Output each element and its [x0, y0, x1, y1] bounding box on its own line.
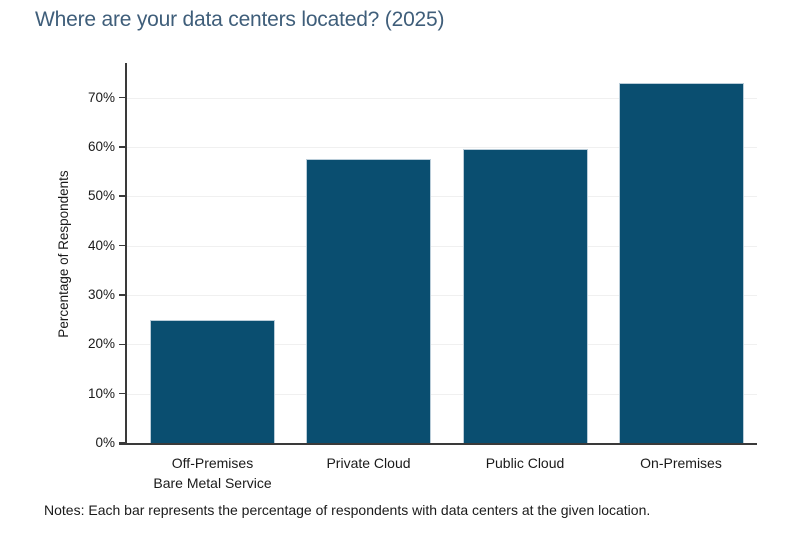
y-tick-label: 60% [87, 138, 115, 154]
gridline-60% [127, 146, 757, 148]
y-tick-label: 70% [87, 89, 115, 105]
y-tick-mark [119, 146, 125, 148]
bar-off-premises [150, 319, 275, 443]
gridline-20% [127, 344, 757, 346]
bar-private-cloud [306, 159, 431, 443]
x-tick-label: Public Cloud [485, 455, 565, 471]
y-tick-label: 30% [87, 286, 115, 302]
y-tick-mark [119, 294, 125, 296]
x-tick-label: On-Premises [640, 455, 722, 471]
gridline-50% [127, 196, 757, 198]
gridline-10% [127, 393, 757, 395]
y-tick-label: 40% [87, 237, 115, 253]
y-tick-mark [119, 392, 125, 395]
gridline-30% [127, 294, 757, 296]
y-tick-label: 0% [95, 435, 115, 450]
y-axis-line [125, 63, 127, 443]
plot-area: 0% 10% 20% 30% 40% 50% 60% 70% Off-Premises Bare… [88, 63, 757, 491]
y-tick-label: 10% [87, 385, 115, 401]
y-tick-mark [119, 96, 125, 99]
notes-text: Notes: Each bar represents the percentag… [44, 502, 651, 518]
bar-public-cloud [462, 149, 588, 443]
y-tick-mark [119, 343, 125, 346]
x-tick-label: Private Cloud [326, 455, 411, 471]
gridline-70% [127, 97, 757, 99]
page-title: Where are your data centers located? (20… [35, 8, 445, 31]
x-axis-line [119, 443, 757, 445]
gridline-40% [127, 245, 757, 247]
y-tick-mark [119, 442, 125, 444]
y-tick-mark [119, 195, 125, 197]
y-tick-label: 20% [87, 336, 115, 352]
y-tick-label: 50% [87, 188, 115, 204]
x-tick-label: Off-Premises Bare Metal Service [153, 455, 272, 491]
bar-on-premises [618, 82, 744, 443]
y-tick-mark [119, 244, 125, 247]
